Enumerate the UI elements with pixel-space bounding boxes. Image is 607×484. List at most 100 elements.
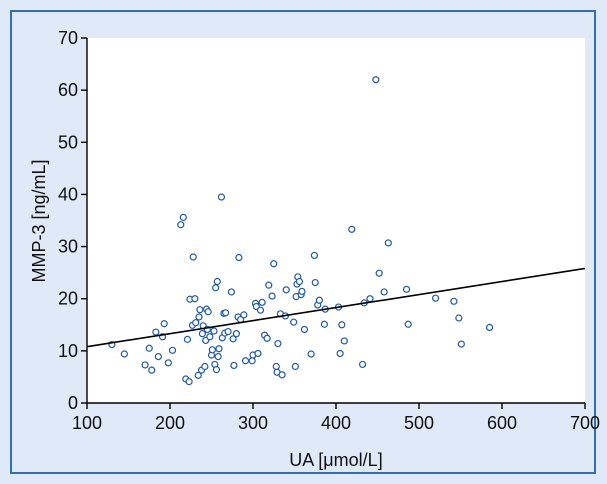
data-point: [148, 366, 156, 374]
data-point: [336, 349, 344, 358]
data-point: [177, 221, 185, 229]
data-point: [230, 361, 238, 370]
data-point: [215, 345, 223, 353]
data-point: [282, 286, 290, 294]
data-point: [192, 319, 200, 327]
data-point: [235, 253, 243, 262]
data-point: [485, 323, 494, 331]
data-point: [241, 357, 250, 365]
data-point: [248, 357, 256, 365]
data-point: [300, 325, 309, 334]
data-point: [185, 378, 193, 386]
data-point: [206, 333, 214, 341]
y-tick-label: 40: [58, 184, 78, 204]
x-tick-label: 300: [238, 413, 268, 433]
y-tick-label: 10: [58, 341, 78, 361]
data-point: [227, 288, 236, 296]
data-point: [208, 346, 216, 354]
data-point: [375, 269, 383, 277]
data-point: [196, 306, 204, 314]
data-point: [291, 362, 299, 371]
data-point: [404, 320, 412, 328]
data-point: [315, 296, 323, 304]
data-point: [145, 344, 153, 352]
x-tick-label: 600: [487, 413, 517, 433]
y-tick-label: 20: [58, 289, 78, 309]
data-point: [195, 313, 203, 321]
y-tick-label: 60: [58, 80, 78, 100]
y-tick-label: 30: [58, 237, 78, 257]
data-point: [298, 287, 306, 296]
data-point: [270, 260, 278, 268]
data-point: [254, 349, 262, 358]
data-point: [229, 335, 237, 343]
y-axis-title: MMP-3 [ng/mL]: [29, 159, 49, 282]
data-point: [204, 308, 212, 316]
data-point: [450, 297, 458, 305]
x-tick-label: 500: [404, 413, 434, 433]
data-point: [164, 359, 172, 367]
data-point: [455, 314, 463, 322]
data-point: [224, 327, 232, 336]
data-point: [201, 362, 209, 371]
data-point: [214, 352, 222, 361]
plot-area: [87, 38, 585, 403]
data-point: [256, 306, 265, 314]
data-point: [179, 213, 187, 221]
figure-border: [10, 10, 596, 474]
y-tick-label: 70: [58, 28, 78, 48]
data-point: [340, 337, 348, 345]
data-point: [183, 335, 192, 343]
data-point: [432, 294, 440, 302]
y-tick-label: 50: [58, 132, 78, 152]
data-point: [310, 251, 319, 260]
x-tick-label: 100: [72, 413, 102, 433]
data-point: [152, 328, 160, 336]
data-point: [198, 330, 206, 338]
data-point: [168, 346, 177, 354]
x-tick-label: 400: [321, 413, 351, 433]
x-tick-label: 700: [570, 413, 600, 433]
data-point: [217, 193, 226, 201]
x-tick-label: 200: [155, 413, 185, 433]
data-point: [222, 309, 230, 317]
data-point: [191, 295, 199, 303]
data-point: [457, 340, 465, 348]
data-point: [154, 352, 162, 361]
data-point: [232, 330, 240, 338]
data-point: [307, 350, 315, 358]
data-point: [160, 320, 168, 328]
data-point: [278, 371, 286, 379]
data-point: [272, 362, 280, 371]
data-point: [311, 278, 319, 287]
trend-line: [86, 267, 586, 348]
data-point: [402, 285, 411, 293]
data-point: [141, 361, 149, 369]
data-point: [295, 277, 304, 286]
data-point: [338, 321, 346, 329]
data-point: [189, 253, 197, 261]
data-point: [194, 371, 202, 379]
x-axis: 100 200 300 400 500 600 700: [72, 403, 600, 433]
data-point: [384, 239, 392, 247]
data-point: [213, 277, 221, 286]
data-point: [274, 339, 282, 348]
data-point: [268, 292, 276, 300]
x-axis-title: UA [μmol/L]: [289, 450, 382, 470]
data-point: [265, 281, 273, 289]
y-axis: 0 10 20 30 40 50 60 70: [58, 28, 87, 413]
data-point: [290, 318, 298, 326]
data-point: [212, 366, 221, 374]
data-point: [263, 334, 271, 342]
data-point: [120, 350, 128, 358]
data-point: [320, 320, 328, 328]
data-point: [210, 327, 218, 335]
y-tick-label: 0: [68, 393, 78, 413]
data-point: [358, 360, 367, 369]
data-point: [258, 298, 266, 306]
data-point: [380, 288, 388, 296]
data-point: [372, 76, 380, 84]
data-point: [212, 284, 220, 292]
